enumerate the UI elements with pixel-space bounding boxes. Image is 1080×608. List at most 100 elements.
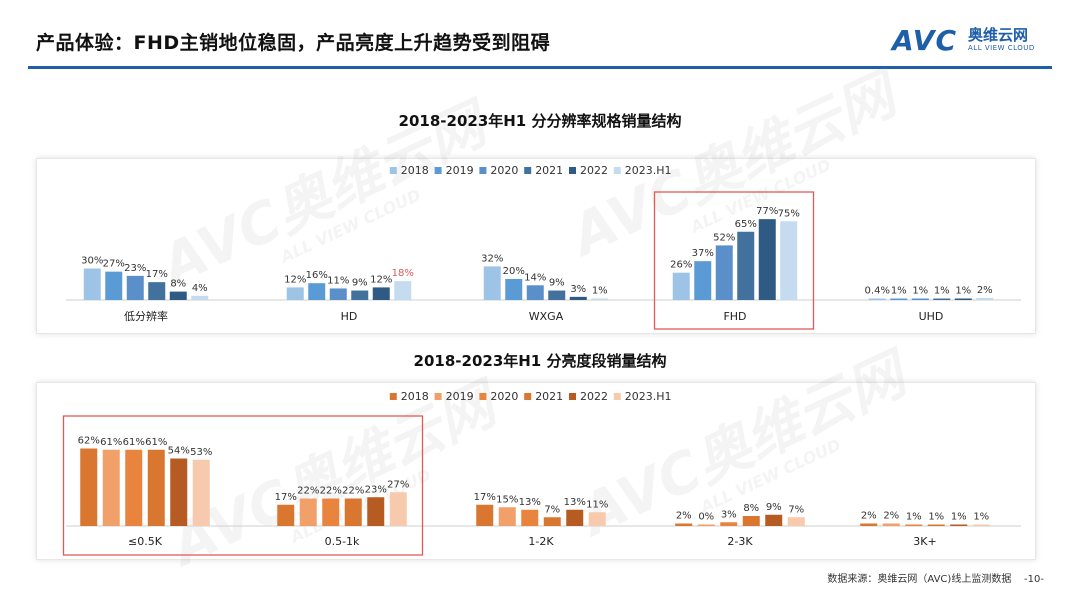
data-source-note: 数据来源：奥维云网（AVC)线上监测数据 -10- <box>827 570 1044 585</box>
bar-2021-≤0.5K <box>147 449 165 526</box>
chart-legend: 2018 2019 2020 2021 2022 2023.H1 <box>389 390 672 403</box>
data-label: 61% <box>123 437 145 448</box>
legend-label: 2021 <box>535 390 563 403</box>
bar-2020-2-3K <box>720 522 738 526</box>
data-label: 32% <box>481 253 503 264</box>
bar-2020-UHD <box>911 298 929 300</box>
data-label: 8% <box>170 279 186 290</box>
bar-2018-2-3K <box>675 523 693 526</box>
legend-item-2021: 2021 <box>524 390 563 403</box>
bar-2019-FHD <box>694 261 712 300</box>
bar-2023.H1-0.5-1k <box>389 492 407 526</box>
bar-2020-0.5-1k <box>322 498 340 526</box>
bar-2019-HD <box>308 283 326 300</box>
bar-2021-低分辨率 <box>148 282 166 300</box>
legend-swatch <box>389 393 397 400</box>
legend-item-2023.H1: 2023.H1 <box>613 390 672 403</box>
category-label: 低分辨率 <box>124 309 168 323</box>
legend-item-2019: 2019 <box>434 164 474 177</box>
legend-item-2021: 2021 <box>524 164 563 177</box>
category-label: 0.5-1k <box>325 535 360 548</box>
category-label: ≤0.5K <box>128 535 163 548</box>
data-label: 1% <box>934 286 950 297</box>
legend-label: 2020 <box>490 164 518 177</box>
legend-label: 2022 <box>580 390 608 403</box>
legend-swatch <box>569 393 576 400</box>
bar-2020-1-2K <box>521 509 539 526</box>
data-label: 22% <box>297 486 319 497</box>
data-label: 1% <box>955 286 971 297</box>
legend-swatch <box>569 167 576 174</box>
brand-name-en: ALL VIEW CLOUD <box>968 44 1035 52</box>
data-label: 26% <box>670 260 692 271</box>
bar-2021-0.5-1k <box>344 498 362 526</box>
legend-item-2018: 2018 <box>389 390 429 403</box>
bar-2018-0.5-1k <box>277 504 295 526</box>
chart-title-brightness: 2018-2023年H1 分亮度段销量结构 <box>413 352 667 370</box>
category-label: 2-3K <box>727 535 753 548</box>
data-label: 14% <box>524 272 546 283</box>
bar-2019-UHD <box>890 298 908 300</box>
highlight-box <box>653 191 815 330</box>
data-label: 9% <box>766 502 782 513</box>
bar-2022-WXGA <box>569 296 587 300</box>
data-label: 54% <box>168 446 190 457</box>
highlight-box <box>62 415 424 556</box>
data-label: 30% <box>81 256 103 267</box>
legend-swatch <box>613 167 621 174</box>
chart-title-resolution: 2018-2023年H1 分分辨率规格销量结构 <box>398 112 682 130</box>
data-label: 27% <box>103 259 125 270</box>
data-label: 0.4% <box>865 286 890 297</box>
brand-mark: AVC <box>892 24 957 57</box>
bar-2023.H1-WXGA <box>591 298 609 300</box>
bar-2018-FHD <box>672 272 690 300</box>
category-label: 1-2K <box>528 535 554 548</box>
legend-swatch <box>479 167 487 174</box>
bar-2020-FHD <box>715 245 733 300</box>
data-label: 17% <box>275 492 297 503</box>
legend-item-2018: 2018 <box>389 164 429 177</box>
legend-swatch <box>613 393 621 400</box>
data-label: 37% <box>692 248 714 259</box>
data-label: 11% <box>327 275 349 286</box>
bar-2018-WXGA <box>483 266 501 300</box>
bar-2021-WXGA <box>548 290 566 300</box>
page-title: 产品体验：FHD主销地位稳固，产品亮度上升趋势受到阻碍 <box>36 32 551 54</box>
chart-resolution: 2018 2019 2020 2021 2022 2023.H1 30% 27% 23%17%8… <box>66 164 1021 330</box>
data-label: 65% <box>735 219 757 230</box>
bar-2019-2-3K <box>697 524 715 526</box>
bar-2023.H1-1-2K <box>588 512 606 526</box>
data-label: 1% <box>592 286 608 297</box>
legend-label: 2019 <box>446 164 474 177</box>
bar-2022-2-3K <box>765 514 783 526</box>
source-text: 数据来源：奥维云网（AVC)线上监测数据 <box>827 574 1012 585</box>
bar-2023.H1-FHD <box>780 221 798 300</box>
data-label: 18% <box>392 268 414 279</box>
bar-2022-≤0.5K <box>170 458 188 526</box>
legend-item-2023.H1: 2023.H1 <box>613 164 672 177</box>
bar-2019-0.5-1k <box>299 498 317 526</box>
legend-label: 2020 <box>490 390 518 403</box>
bar-2020-HD <box>329 288 347 300</box>
data-label: 12% <box>370 274 392 285</box>
legend-label: 2022 <box>580 164 608 177</box>
bar-2023.H1-≤0.5K <box>192 459 210 526</box>
data-label: 1% <box>906 512 922 523</box>
data-label: 1% <box>912 286 928 297</box>
bar-2018-低分辨率 <box>83 268 101 300</box>
data-label: 3% <box>721 509 737 520</box>
chart-legend: 2018 2019 2020 2021 2022 2023.H1 <box>389 164 672 177</box>
bar-2018-UHD <box>868 298 886 300</box>
bar-2020-低分辨率 <box>126 275 144 300</box>
data-label: 2% <box>676 511 692 522</box>
bar-2022-3K+ <box>950 524 968 526</box>
legend-label: 2019 <box>446 390 474 403</box>
legend-label: 2023.H1 <box>625 390 672 403</box>
data-label: 2% <box>861 511 877 522</box>
data-label: 52% <box>713 232 735 243</box>
category-label: 3K+ <box>913 535 936 548</box>
bar-2021-FHD <box>737 231 755 300</box>
brand-logo: AVC 奥维云网 ALL VIEW CLOUD <box>888 22 1058 60</box>
bar-2019-WXGA <box>505 279 523 300</box>
data-label: 23% <box>365 484 387 495</box>
